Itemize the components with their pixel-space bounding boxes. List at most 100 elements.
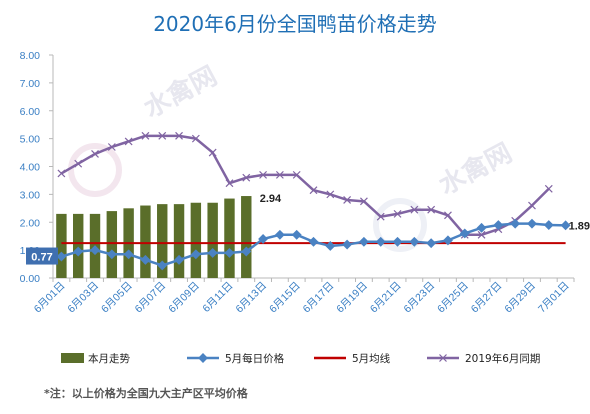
data-point (141, 131, 150, 140)
data-label-box (26, 247, 58, 265)
data-point (140, 254, 151, 265)
data-point (292, 170, 301, 179)
bar-series (56, 196, 252, 278)
x-tick-label: 6月13日 (233, 280, 269, 316)
data-point (224, 247, 235, 258)
y-tick-label: 4.00 (20, 162, 41, 174)
data-point (124, 137, 133, 146)
data-point (477, 230, 486, 239)
y-tick-label: 0.00 (20, 273, 41, 285)
legend: 本月走势 5月每日价格 5月均线 2019年6月同期 (61, 352, 540, 365)
data-point (123, 249, 134, 260)
legend-marker (439, 354, 447, 362)
data-point (528, 201, 536, 210)
data-label: 1.89 (569, 220, 590, 232)
data-point (91, 150, 99, 158)
x-tick-label: 6月23日 (402, 280, 438, 316)
data-point (308, 236, 319, 247)
bar (140, 205, 151, 278)
y-tick-label: 7.00 (20, 78, 41, 90)
y-tick-label: 5.00 (20, 134, 41, 146)
data-point (57, 169, 66, 178)
data-point (476, 222, 487, 233)
data-point (359, 197, 368, 206)
bar (224, 198, 235, 278)
data-point (527, 218, 537, 229)
x-tick-label: 6月29日 (502, 280, 538, 316)
axes: 0.001.002.003.004.005.006.007.008.006月01… (20, 50, 575, 316)
chart-title: 2020年6月份全国鸭苗价格走势 (153, 12, 437, 36)
watermark-ring (373, 198, 427, 252)
data-point (309, 186, 318, 195)
data-point (274, 229, 285, 240)
bar (190, 202, 202, 278)
data-point (326, 190, 335, 199)
data-point (543, 220, 554, 230)
data-point (258, 234, 269, 244)
data-point (90, 245, 100, 256)
data-point (459, 228, 470, 239)
bar (106, 211, 118, 278)
data-point (393, 209, 402, 218)
x-tick-label: 7月01日 (536, 280, 572, 316)
x-tick-label: 6月03日 (65, 280, 101, 316)
x-tick-label: 6月21日 (368, 280, 404, 316)
legend-label: 5月每日价格 (225, 352, 285, 365)
y-tick-label: 2.00 (20, 217, 41, 229)
x-tick-label: 6月09日 (166, 280, 202, 316)
data-point (410, 205, 419, 214)
x-tick-label: 6月07日 (133, 280, 169, 316)
data-point (207, 247, 218, 258)
data-point (73, 246, 84, 257)
data-point (158, 131, 167, 140)
y-tick-label: 3.00 (20, 189, 41, 201)
data-point (190, 249, 201, 260)
data-point (560, 220, 571, 231)
bar (157, 204, 168, 278)
data-point (426, 238, 437, 249)
watermark-text: 水禽网 (139, 60, 222, 124)
data-point (375, 236, 386, 247)
data-point (358, 236, 369, 247)
bar (241, 196, 252, 278)
legend-label: 5月均线 (352, 352, 391, 365)
data-point (74, 159, 83, 168)
data-label: 0.77 (31, 252, 52, 264)
data-point (376, 212, 385, 221)
data-label: 2.94 (260, 193, 282, 205)
data-point (56, 251, 67, 262)
data-point (493, 220, 504, 230)
legend-swatch (61, 353, 84, 363)
data-point (107, 143, 116, 151)
legend-marker (198, 353, 208, 363)
data-point (208, 148, 217, 157)
data-point (174, 254, 184, 265)
watermark-text: 水禽网 (434, 137, 517, 201)
data-point (242, 173, 251, 182)
data-point (427, 205, 436, 214)
bar (72, 213, 84, 278)
y-tick-label: 6.00 (20, 106, 41, 118)
bar (173, 204, 185, 278)
x-tick-label: 6月11日 (200, 280, 235, 315)
data-point (259, 170, 268, 179)
data-point (291, 229, 302, 240)
data-point (392, 236, 403, 247)
data-point (544, 184, 553, 193)
x-tick-label: 6月15日 (267, 280, 303, 316)
x-tick-label: 6月19日 (334, 280, 370, 316)
data-point (342, 239, 353, 250)
data-point (275, 170, 284, 179)
footnote: *注：以上价格为全国九大主产区平均价格 (44, 386, 249, 400)
data-point (225, 179, 234, 188)
data-point (241, 246, 252, 257)
data-point (191, 134, 200, 143)
legend-label: 本月走势 (88, 352, 130, 365)
bar (207, 202, 218, 278)
data-labels: 0.77 2.94 1.89 (26, 193, 590, 265)
data-point (325, 240, 336, 251)
x-tick-label: 6月27日 (469, 280, 505, 316)
